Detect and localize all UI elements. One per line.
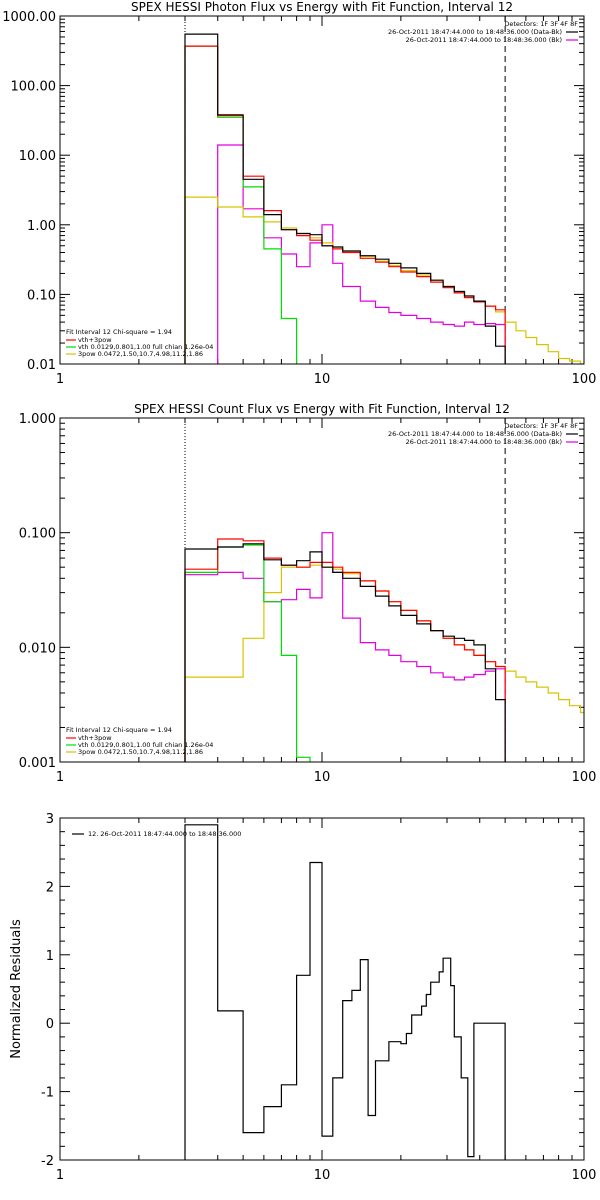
y-tick-label: 0.001 xyxy=(19,756,56,771)
legend-entry-text: 26-Oct-2011 18:47:44.000 to 18:48:36.000… xyxy=(406,36,562,44)
legend-fit-text: vth 0.0129,0.801,1.00 full chian 1.26e-0… xyxy=(78,343,213,351)
legend-detectors: Detectors: 1F 3F 4F 8F xyxy=(504,20,578,28)
x-tick-label: 10 xyxy=(314,770,331,785)
x-tick-label: 100 xyxy=(572,770,597,785)
y-tick-label: 100.00 xyxy=(11,80,57,95)
legend-entry-text: 26-Oct-2011 18:47:44.000 to 18:48:36.000… xyxy=(388,28,562,36)
y-tick-label: 0.100 xyxy=(19,527,56,542)
legend-fit-text: vth+3pow xyxy=(78,336,112,344)
chart-title: SPEX HESSI Count Flux vs Energy with Fit… xyxy=(134,402,510,416)
series-vth-3pow-line xyxy=(184,45,506,364)
y-tick-label: 1.00 xyxy=(27,219,56,234)
series-residuals-line xyxy=(184,824,506,1160)
legend-fit-header: Fit Interval 12 Chi-square = 1.94 xyxy=(66,726,172,734)
y-tick-label: 1 xyxy=(46,949,54,964)
legend-fit-text: vth 0.0129,0.801,1.00 full chian 1.26e-0… xyxy=(78,741,213,749)
chart-panel-3: 1 10 100 -2 -1 0 1 2 3 Normalized Residuals 12. 26… xyxy=(9,812,596,1183)
legend-fit-text: 3pow 0.0472,1.50,10.7,4.98,11.2,1.86 xyxy=(78,748,203,756)
y-tick-label: 10.00 xyxy=(19,149,56,164)
y-tick-label: 3 xyxy=(46,812,54,827)
legend-entry-text: 26-Oct-2011 18:47:44.000 to 18:48:36.000… xyxy=(406,438,562,446)
y-tick-label: 0.01 xyxy=(27,358,56,373)
x-tick-label: 100 xyxy=(572,372,597,387)
legend-detectors: Detectors: 1F 3F 4F 8F xyxy=(504,422,578,430)
y-tick-label: 0.10 xyxy=(27,288,56,303)
plot-frame xyxy=(59,15,585,365)
legend-residual-text: 12. 26-Oct-2011 18:47:44.000 to 18:48:36… xyxy=(88,830,241,838)
chart-title: SPEX HESSI Photon Flux vs Energy with Fi… xyxy=(131,0,513,14)
series-bk-line xyxy=(217,144,506,364)
plot-frame xyxy=(59,417,585,763)
x-tick-label: 10 xyxy=(314,372,331,387)
legend-fit-header: Fit Interval 12 Chi-square = 1.94 xyxy=(66,328,172,336)
series-bk-line xyxy=(184,532,506,762)
x-tick-label: 1 xyxy=(56,770,64,785)
series-3pow-line xyxy=(184,196,584,365)
x-tick-label: 1 xyxy=(56,1168,64,1183)
legend-fit-text: 3pow 0.0472,1.50,10.7,4.98,11.2,1.86 xyxy=(78,350,203,358)
x-tick-label: 10 xyxy=(314,1168,331,1183)
legend-fit-text: vth+3pow xyxy=(78,734,112,742)
y-tick-label: 1000.00 xyxy=(2,10,56,25)
series-data-bk-line xyxy=(184,33,506,364)
series-3pow-line xyxy=(184,564,584,762)
y-tick-label: -1 xyxy=(41,1086,54,1101)
chart-panel-2: SPEX HESSI Count Flux vs Energy with Fit… xyxy=(19,402,597,785)
y-tick-label: -2 xyxy=(41,1154,54,1169)
series-data-bk-line xyxy=(184,543,506,762)
legend-entry-text: 26-Oct-2011 18:47:44.000 to 18:48:36.000… xyxy=(388,430,562,438)
chart-panel-1: SPEX HESSI Photon Flux vs Energy with Fi… xyxy=(2,0,596,387)
plot-frame xyxy=(59,817,585,1161)
y-axis-label: Normalized Residuals xyxy=(9,919,24,1059)
series-vth-line xyxy=(184,45,298,364)
x-tick-label: 1 xyxy=(56,372,64,387)
series-vth-line xyxy=(184,544,311,762)
y-tick-label: 2 xyxy=(46,880,54,895)
y-tick-label: 0.010 xyxy=(19,641,56,656)
y-tick-label: 1.000 xyxy=(19,412,56,427)
x-tick-label: 100 xyxy=(572,1168,597,1183)
y-tick-label: 0 xyxy=(46,1017,54,1032)
